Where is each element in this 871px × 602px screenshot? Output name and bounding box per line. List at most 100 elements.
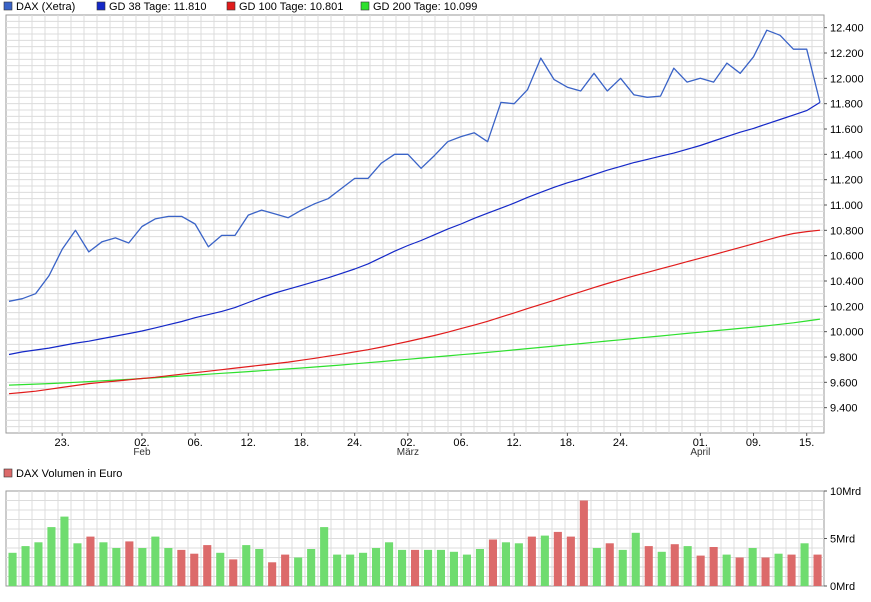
price-x-month-label: April	[690, 447, 710, 458]
volume-bar	[320, 527, 329, 586]
volume-bar	[579, 500, 588, 586]
price-y-tick-label: 12.000	[830, 73, 864, 85]
volume-bar	[307, 549, 316, 586]
price-x-tick-label: 02.	[134, 437, 149, 449]
volume-bar	[670, 544, 679, 586]
volume-bar	[800, 543, 809, 587]
volume-bar	[514, 543, 523, 587]
price-y-tick-label: 11.200	[830, 175, 863, 187]
volume-y-tick-label: 5Mrd	[830, 534, 855, 546]
price-x-tick-label: 09.	[746, 437, 761, 449]
volume-legend-label: DAX Volumen in Euro	[16, 468, 122, 480]
volume-bar	[281, 554, 290, 586]
price-x-tick-label: 15.	[799, 437, 814, 449]
volume-bar	[346, 554, 355, 586]
legend-swatch	[360, 1, 370, 11]
volume-bar	[618, 549, 627, 586]
volume-bar	[683, 546, 692, 586]
volume-bar	[177, 549, 186, 586]
volume-bar	[47, 527, 56, 586]
price-x-tick-label: 18.	[294, 437, 309, 449]
volume-bar	[644, 546, 653, 586]
volume-bar	[566, 536, 575, 586]
volume-bar	[385, 542, 394, 586]
volume-bar	[501, 542, 510, 586]
volume-y-tick-label: 10Mrd	[830, 486, 861, 498]
price-y-tick-label: 12.200	[830, 48, 864, 60]
volume-bar	[73, 543, 82, 587]
volume-bar	[774, 553, 783, 586]
price-x-tick-label: 24.	[613, 437, 628, 449]
volume-bar	[242, 545, 251, 586]
series-line-dax-xetra-	[8, 29, 821, 302]
volume-bar	[8, 552, 17, 587]
volume-bar	[203, 545, 212, 586]
price-y-tick-label: 9.600	[830, 377, 858, 389]
volume-panel: 0Mrd 5Mrd 10Mrd DAX Volumen in Euro	[3, 468, 861, 593]
volume-bar	[592, 548, 601, 586]
volume-bar	[359, 552, 368, 587]
volume-bar	[527, 536, 536, 586]
legend-label: GD 38 Tage: 11.810	[109, 1, 206, 13]
price-x-tick-label: 24.	[347, 437, 362, 449]
volume-bar	[424, 549, 433, 586]
legend-swatch	[3, 1, 13, 11]
volume-bar	[21, 546, 30, 586]
price-x-tick-label: 02.	[400, 437, 415, 449]
price-y-tick-label: 11.800	[830, 99, 863, 111]
volume-bar	[99, 542, 108, 586]
legend-label: DAX (Xetra)	[16, 1, 75, 13]
volume-bar	[125, 541, 134, 586]
volume-bar	[709, 547, 718, 586]
volume-bar	[722, 554, 731, 586]
price-y-tick-label: 12.400	[830, 23, 864, 35]
volume-bar	[112, 548, 121, 586]
series-line-gd-38-tage	[8, 101, 821, 356]
volume-bar	[748, 548, 757, 586]
volume-bar	[255, 549, 264, 586]
volume-bar	[475, 549, 484, 586]
price-x-tick-label: 06.	[453, 437, 468, 449]
volume-bar	[34, 542, 43, 586]
price-x-tick-label: 12.	[507, 437, 522, 449]
price-y-tick-label: 10.600	[830, 251, 864, 263]
volume-legend-swatch	[3, 468, 13, 478]
volume-bar	[553, 531, 562, 586]
price-panel: 9.400 9.600 9.800 10.000 10.200 10.400 10.600 1…	[3, 1, 864, 458]
legend-swatch	[96, 1, 106, 11]
volume-bar	[787, 554, 796, 586]
price-x-tick-label: 01.	[693, 437, 708, 449]
legend-label: GD 100 Tage: 10.801	[239, 1, 343, 13]
volume-bar	[398, 549, 407, 586]
volume-bar	[411, 549, 420, 586]
volume-bar	[86, 536, 95, 586]
volume-bar	[631, 532, 640, 586]
volume-bar	[294, 557, 303, 586]
volume-bar	[449, 551, 458, 586]
volume-bar	[436, 549, 445, 586]
price-x-month-label: Feb	[133, 447, 151, 458]
volume-bar	[216, 552, 225, 587]
volume-bar	[696, 555, 705, 586]
legend-swatch	[226, 1, 236, 11]
volume-bar	[164, 548, 173, 586]
volume-bar	[657, 551, 666, 586]
price-y-tick-label: 11.400	[830, 149, 863, 161]
series-line-gd-100-tage	[8, 229, 821, 395]
legend-label: GD 200 Tage: 10.099	[373, 1, 477, 13]
price-y-tick-label: 10.200	[830, 301, 864, 313]
price-y-tick-label: 11.600	[830, 124, 863, 136]
volume-bar	[229, 559, 238, 586]
price-x-tick-label: 23.	[55, 437, 70, 449]
price-y-tick-label: 9.400	[830, 403, 858, 415]
price-y-tick-label: 10.000	[830, 327, 864, 339]
volume-bar	[605, 543, 614, 587]
volume-y-tick-label: 0Mrd	[830, 581, 855, 593]
volume-bar	[735, 557, 744, 586]
volume-bar	[488, 539, 497, 586]
price-y-tick-label: 11.000	[830, 200, 863, 212]
volume-bar	[540, 535, 549, 586]
volume-bar	[268, 562, 277, 587]
